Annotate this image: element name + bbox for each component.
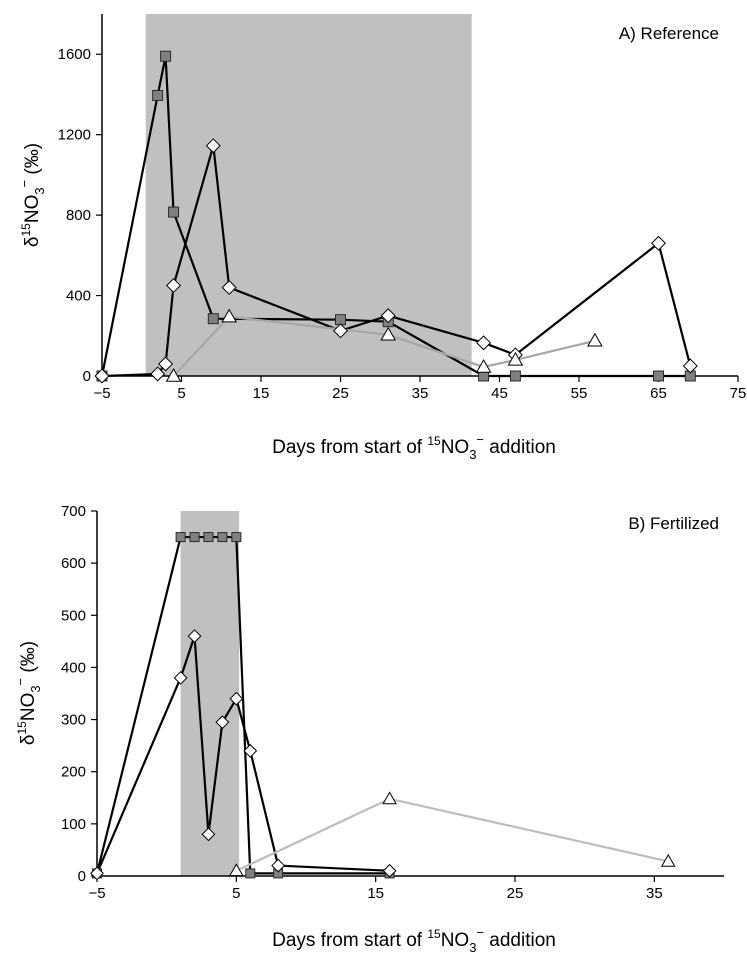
diamond-data-point [187, 629, 202, 644]
panel-a-x-ticks: −5 5 15 25 35 45 55 65 75 [93, 376, 746, 402]
diamond-series-line [95, 635, 390, 874]
x-tick-label: 25 [332, 385, 349, 402]
x-tick-label: 75 [730, 385, 747, 402]
panel-b-markers [90, 532, 676, 881]
y-tick-label: 1600 [58, 46, 91, 63]
diamond-data-point [215, 715, 230, 730]
y-tick-label: 800 [66, 207, 91, 224]
triangle-series-line [235, 797, 669, 872]
diamond-data-point [205, 138, 221, 154]
square-data-point [152, 89, 164, 101]
square-data-point [245, 868, 256, 879]
diamond-data-point [380, 308, 396, 324]
x-tick-label: 25 [507, 885, 524, 902]
diamond-data-point [201, 827, 216, 842]
diamond-data-point [150, 366, 166, 382]
diamond-data-point [158, 356, 174, 372]
diamond-data-point [243, 743, 258, 758]
triangle-data-point [380, 326, 397, 341]
x-tick-label: 35 [646, 885, 663, 902]
square-data-point [168, 206, 180, 218]
triangle-data-point [221, 308, 238, 323]
panel-a-y-axis-title: δ15NO3− (‰) [17, 143, 47, 247]
y-tick-label: 400 [61, 659, 86, 676]
square-series-line [95, 535, 390, 875]
diamond-data-point [382, 863, 397, 878]
panel-a-y-ticks: 0 400 800 1200 1600 [58, 46, 102, 385]
triangle-data-point [507, 351, 524, 366]
square-data-point [653, 370, 664, 382]
y-tick-label: 1200 [58, 127, 91, 144]
triangle-data-point [587, 332, 603, 347]
x-tick-label: 15 [253, 385, 270, 402]
y-tick-label: 100 [61, 816, 86, 833]
x-tick-label: −5 [88, 885, 105, 902]
panel-a-markers [94, 50, 698, 384]
panel-a-x-axis-title: Days from start of 15NO3− addition [272, 432, 556, 462]
y-tick-label: 200 [61, 764, 86, 781]
diamond-data-point [221, 280, 237, 296]
square-data-point [231, 532, 242, 543]
diamond-data-point [94, 368, 110, 384]
x-tick-label: 15 [367, 885, 384, 902]
square-data-point [160, 50, 172, 62]
x-tick-label: 5 [177, 385, 185, 402]
square-data-point [207, 313, 219, 325]
diamond-data-point [229, 691, 244, 706]
x-tick-label: −5 [93, 385, 110, 402]
panel-b-x-axis-title: Days from start of 15NO3− addition [272, 925, 556, 953]
triangle-data-point [660, 853, 676, 867]
y-tick-label: 0 [83, 368, 91, 385]
square-data-point [203, 532, 214, 543]
diamond-data-point [682, 358, 698, 374]
panel-b-x-ticks: −5 5 15 25 35 [88, 876, 663, 902]
x-tick-label: 45 [491, 385, 508, 402]
diamond-data-point [271, 858, 286, 873]
panel-b: −5 5 15 25 35 0 100 200 300 400 500 600 700 B) Fert… [13, 503, 724, 953]
diamond-data-point [650, 235, 667, 251]
diamond-data-point [332, 323, 349, 339]
panel-a: −5 5 15 25 35 45 55 65 75 0 400 800 1200 1600 A) Ref… [17, 14, 746, 462]
triangle-series-line [172, 315, 596, 377]
triangle-data-point [475, 358, 492, 373]
y-tick-label: 0 [78, 868, 86, 885]
panel-b-axes [96, 511, 724, 877]
panel-b-y-axis-title: δ15NO3− (‰) [13, 641, 43, 745]
square-data-point [509, 370, 521, 382]
diamond-data-point [90, 866, 104, 881]
panel-b-label: B) Fertilized [628, 514, 719, 533]
square-data-point [189, 532, 200, 543]
y-tick-label: 600 [61, 555, 86, 572]
panel-a-shaded-period [145, 14, 472, 376]
y-tick-label: 500 [61, 607, 86, 624]
triangle-data-point [228, 863, 244, 877]
panel-a-label: A) Reference [619, 24, 719, 43]
y-tick-label: 400 [66, 288, 91, 305]
x-tick-label: 65 [650, 385, 667, 402]
diamond-data-point [173, 670, 188, 685]
triangle-data-point [382, 791, 397, 805]
diamond-data-point [166, 277, 182, 294]
square-data-point [175, 532, 186, 543]
square-data-point [335, 314, 346, 326]
triangle-data-point [165, 367, 182, 382]
y-tick-label: 700 [61, 503, 86, 520]
x-tick-label: 55 [571, 385, 588, 402]
diamond-data-point [476, 335, 492, 351]
x-tick-label: 35 [412, 385, 429, 402]
y-tick-label: 300 [61, 712, 86, 729]
square-data-point [217, 532, 228, 543]
x-tick-label: 5 [232, 885, 240, 902]
panel-b-y-ticks: 0 100 200 300 400 500 600 700 [61, 503, 97, 885]
